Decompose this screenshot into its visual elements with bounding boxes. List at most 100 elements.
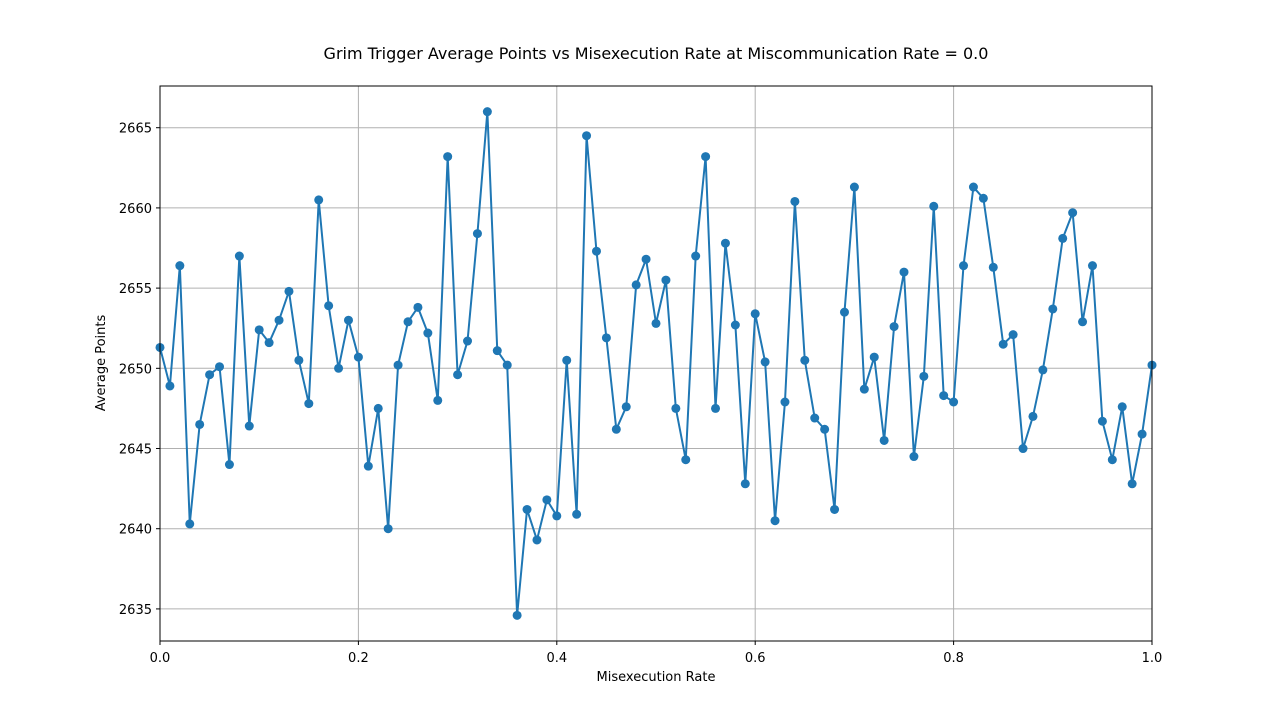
data-point xyxy=(1097,416,1107,426)
data-point xyxy=(889,322,899,332)
data-point xyxy=(294,355,304,365)
data-point xyxy=(621,402,631,412)
data-point xyxy=(522,504,532,514)
data-point xyxy=(879,435,889,445)
data-point xyxy=(601,333,611,343)
data-point xyxy=(830,504,840,514)
data-point xyxy=(453,370,463,380)
y-tick-label: 2645 xyxy=(119,443,152,458)
data-point xyxy=(998,339,1008,349)
data-point xyxy=(423,328,433,338)
data-point xyxy=(363,461,373,471)
data-point xyxy=(820,424,830,434)
data-point xyxy=(949,397,959,407)
data-point xyxy=(780,397,790,407)
data-point xyxy=(810,413,820,423)
data-point xyxy=(1058,233,1068,243)
data-point xyxy=(383,524,393,534)
data-point xyxy=(264,338,274,348)
data-point xyxy=(988,262,998,272)
data-point xyxy=(284,286,294,296)
data-point xyxy=(572,509,582,519)
chart-title: Grim Trigger Average Points vs Misexecut… xyxy=(324,44,989,63)
y-tick-label: 2640 xyxy=(119,523,152,538)
data-point xyxy=(1038,365,1048,375)
data-point xyxy=(562,355,572,365)
data-point xyxy=(651,318,661,328)
data-point xyxy=(671,403,681,413)
data-point xyxy=(691,251,701,261)
data-point xyxy=(1127,479,1137,489)
data-point xyxy=(472,229,482,239)
x-axis-label: Misexecution Rate xyxy=(597,670,716,685)
data-point xyxy=(353,352,363,362)
data-point xyxy=(463,336,473,346)
data-point xyxy=(869,352,879,362)
data-point xyxy=(750,309,760,319)
y-tick-label: 2655 xyxy=(119,282,152,297)
data-series xyxy=(155,107,1157,620)
data-point xyxy=(195,419,205,429)
data-point xyxy=(532,535,542,545)
data-point xyxy=(175,261,185,271)
data-point xyxy=(413,302,423,312)
data-point xyxy=(215,362,225,372)
data-point xyxy=(443,152,453,162)
data-point xyxy=(849,182,859,192)
data-point xyxy=(1117,402,1127,412)
data-point xyxy=(244,421,254,431)
plot-frame xyxy=(159,85,1153,642)
axis-ticks: 0.0 0.2 0.4 0.6 0.8 1.0 2635 2640 2645 2650 2655 26… xyxy=(119,122,1162,666)
data-point xyxy=(631,280,641,290)
data-point xyxy=(899,267,909,277)
data-point xyxy=(254,325,264,335)
data-point xyxy=(512,610,522,620)
data-point xyxy=(1087,261,1097,271)
data-point xyxy=(681,455,691,465)
data-point xyxy=(939,391,949,401)
data-point xyxy=(1028,411,1038,421)
data-point xyxy=(1107,455,1117,465)
data-point xyxy=(720,238,730,248)
data-point xyxy=(1018,444,1028,454)
data-point xyxy=(224,460,234,470)
series-line xyxy=(159,111,1153,616)
y-axis-label: Average Points xyxy=(94,314,109,411)
data-point xyxy=(373,403,383,413)
data-point xyxy=(611,424,621,434)
data-point xyxy=(968,182,978,192)
data-point xyxy=(582,131,592,141)
data-point xyxy=(839,307,849,317)
data-point xyxy=(324,301,334,311)
data-point xyxy=(165,381,175,391)
data-point xyxy=(661,275,671,285)
data-point xyxy=(929,201,939,211)
data-point xyxy=(859,384,869,394)
data-point xyxy=(492,346,502,356)
data-point xyxy=(800,355,810,365)
data-point xyxy=(711,403,721,413)
data-point xyxy=(482,107,492,117)
x-tick-label: 0.6 xyxy=(745,651,766,666)
data-point xyxy=(1048,304,1058,314)
x-tick-label: 0.8 xyxy=(943,651,964,666)
data-point xyxy=(919,371,929,381)
y-tick-label: 2660 xyxy=(119,202,152,217)
data-point xyxy=(591,246,601,256)
y-tick-label: 2635 xyxy=(119,603,152,618)
data-point xyxy=(433,395,443,405)
data-point xyxy=(205,370,215,380)
data-point xyxy=(740,479,750,489)
data-point xyxy=(1078,317,1088,327)
x-tick-label: 0.4 xyxy=(546,651,567,666)
data-point xyxy=(502,360,512,370)
data-point xyxy=(1137,429,1147,439)
data-point xyxy=(552,511,562,521)
data-point xyxy=(959,261,969,271)
data-point xyxy=(730,320,740,330)
data-point xyxy=(790,196,800,206)
grid-lines xyxy=(159,86,1153,641)
x-tick-label: 1.0 xyxy=(1142,651,1163,666)
data-point xyxy=(760,357,770,367)
